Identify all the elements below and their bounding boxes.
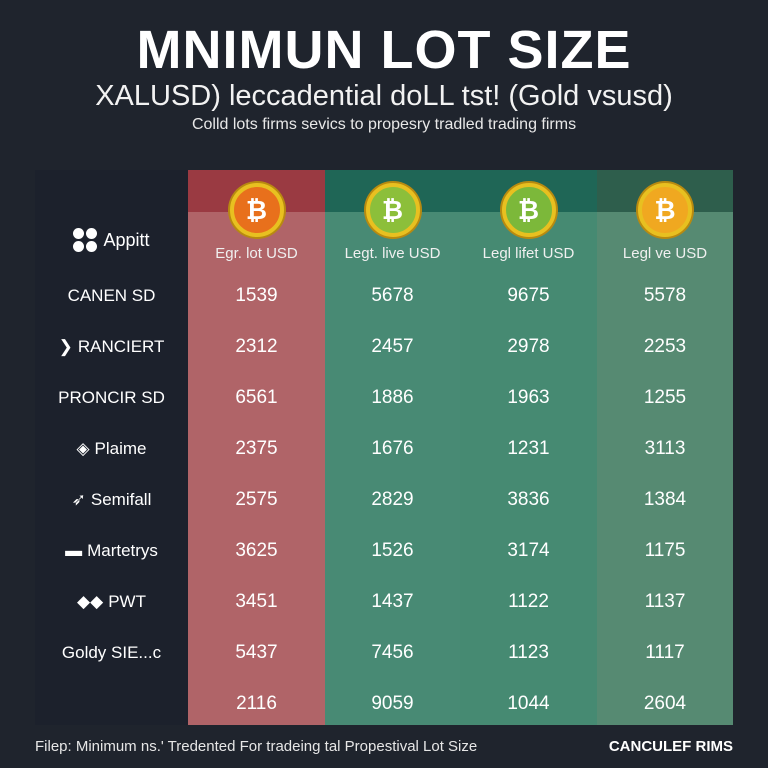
- table-cell: 9675: [507, 284, 550, 306]
- table-row-firm: PRONCIR SD: [35, 372, 188, 423]
- table-cell: 2829: [371, 488, 414, 510]
- table-cell: 2312: [235, 335, 278, 357]
- table-cell: 1122: [508, 590, 549, 612]
- firm-name: Plaime: [94, 438, 147, 458]
- firm-name: Martetrys: [87, 540, 158, 560]
- table-cell: 1963: [507, 386, 550, 408]
- table-cell: 2375: [235, 437, 278, 459]
- table-row-firm: ◈ Plaime: [35, 423, 188, 474]
- table-cell: 9059: [371, 692, 414, 714]
- table-cell: 5578: [643, 284, 687, 306]
- firm-name: Semifall: [90, 489, 152, 509]
- firm-name: PWT: [108, 591, 146, 611]
- bitcoin-green-icon: ₿: [365, 183, 420, 237]
- page-title: MNIMUN LOT SIZE: [136, 20, 632, 80]
- table-cell: 3451: [235, 590, 278, 612]
- column-header: Legt. live USD: [344, 245, 441, 262]
- table-cell: 2457: [371, 335, 414, 357]
- bitcoin-gold-icon: ₿: [638, 183, 692, 237]
- lot-size-table: Appitt ₿ Egr. lot USD 1539 2312 6561 2375 257…: [35, 170, 733, 725]
- footer-brand: CANCULEF RIMS: [608, 738, 733, 755]
- firm-header-label: Appitt: [103, 229, 150, 250]
- table-cell: 1384: [643, 488, 687, 510]
- table-row-firm: ➶ Semifall: [35, 474, 188, 525]
- column-header: Legl lifet USD: [482, 245, 575, 262]
- table-cell: 1044: [507, 692, 550, 714]
- table-row-firm: ❯ RANCIERT: [35, 321, 188, 372]
- footer-note: Filep: Minimum ns.' Tredented For tradei…: [35, 738, 478, 755]
- table-cell: 1117: [645, 641, 685, 663]
- bitcoin-green-icon: ₿: [501, 183, 556, 237]
- table-cell: 3625: [235, 539, 278, 561]
- table-cell: 3174: [507, 539, 550, 561]
- column-2: ₿ Legt. live USD 5678 2457 1886 1676 2829 1526…: [325, 170, 460, 725]
- column-3: ₿ Legl lifet USD 9675 2978 1963 1231 3836 3174…: [460, 170, 597, 725]
- column-header: Egr. lot USD: [215, 245, 298, 262]
- table-cell: 2575: [235, 488, 278, 510]
- table-row-firm: Goldy SIE...c: [35, 627, 188, 678]
- table-row-firm: ▬ Martetrys: [35, 525, 188, 576]
- table-cell: 3836: [507, 488, 550, 510]
- firm-name: CANEN SD: [67, 285, 156, 305]
- table-row-firm: [35, 678, 188, 729]
- wing-logo-icon: ➶: [71, 489, 86, 509]
- table-cell: 1175: [644, 539, 686, 561]
- firm-column: [35, 170, 188, 725]
- table-cell: 2116: [236, 692, 277, 714]
- chevron-logo-icon: ❯: [58, 336, 73, 356]
- column-4: ₿ Legl ve USD 5578 2253 1255 3113 1384 1175 113…: [597, 170, 733, 725]
- table-row-firm: CANEN SD: [35, 270, 188, 321]
- tagline: Colld lots firms sevics to propesry trad…: [191, 116, 577, 133]
- table-cell: 5437: [235, 641, 278, 663]
- table-cell: 3113: [644, 437, 686, 459]
- firm-name: PRONCIR SD: [58, 387, 165, 407]
- square-logo-icon: ▬: [65, 540, 83, 560]
- table-cell: 5678: [371, 284, 414, 306]
- table-cell: 1123: [508, 641, 549, 663]
- table-row-firm: ◆◆ PWT: [35, 576, 188, 627]
- table-cell: 1137: [644, 590, 686, 612]
- bitcoin-orange-icon: ₿: [229, 183, 284, 237]
- table-cell: 1539: [235, 284, 278, 306]
- firm-name: Goldy SIE...c: [61, 642, 162, 662]
- table-cell: 6561: [235, 386, 278, 408]
- table-cell: 2253: [643, 335, 687, 357]
- table-cell: 7456: [371, 641, 414, 663]
- four-circles-logo-icon: [73, 228, 98, 252]
- subtitle: XALUSD) leccadential doLL tst! (Gold vsu…: [95, 80, 673, 112]
- double-diamond-logo-icon: ◆◆: [77, 591, 104, 611]
- table-cell: 2978: [507, 335, 550, 357]
- firm-name: RANCIERT: [77, 336, 165, 356]
- diamond-logo-icon: ◈: [76, 438, 90, 458]
- table-cell: 1886: [371, 386, 414, 408]
- table-cell: 1231: [507, 437, 550, 459]
- table-cell: 1437: [371, 590, 414, 612]
- table-cell: 2604: [643, 692, 687, 714]
- column-header: Legl ve USD: [622, 245, 708, 262]
- column-1: ₿ Egr. lot USD 1539 2312 6561 2375 2575 3625 34…: [188, 170, 325, 725]
- table-cell: 1255: [643, 386, 687, 408]
- firm-header: Appitt: [35, 220, 188, 260]
- table-cell: 1526: [371, 539, 414, 561]
- table-cell: 1676: [371, 437, 414, 459]
